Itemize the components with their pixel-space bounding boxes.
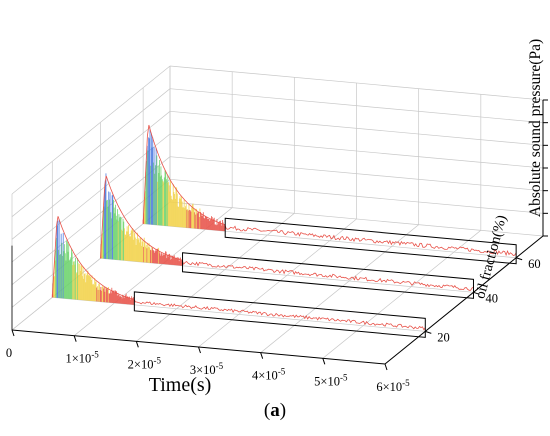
series-line: [142, 124, 517, 257]
caption-open: (: [263, 400, 271, 421]
x-tick-mark: [384, 363, 388, 371]
x-tick-mark: [322, 358, 326, 365]
series-20: [51, 216, 426, 338]
series-40: [100, 173, 474, 299]
floor-xgrid: [260, 224, 419, 353]
x-tick-mark: [73, 335, 77, 342]
y-tick-mark: [473, 291, 480, 295]
back-wall-hgrid: [169, 110, 544, 146]
y-axis-line: [384, 235, 544, 365]
x-tick-label: 6×10-5: [376, 378, 410, 394]
series-layer: [51, 124, 517, 338]
x-tick-label: 0: [6, 346, 12, 360]
tail-highlight-box: [182, 252, 474, 299]
y-tick-label: 40: [485, 291, 498, 305]
x-axis-title: Time(s): [149, 374, 212, 396]
back-wall-hgrid: [169, 156, 544, 192]
series-60: [142, 124, 517, 265]
side-wall-hgrid: [11, 88, 171, 217]
caption-letter: a: [270, 400, 280, 421]
side-wall-hgrid: [11, 133, 171, 263]
x-tick-mark: [11, 329, 15, 337]
back-wall-hgrid: [169, 178, 544, 214]
floor-xgrid: [198, 218, 357, 348]
axes-frame: [11, 99, 548, 371]
x-tick-label: 4×10-5: [252, 367, 286, 383]
x-tick-label: 1×10-5: [66, 350, 100, 366]
x-tick-label: 2×10-5: [128, 355, 162, 371]
side-wall-hgrid: [11, 111, 171, 240]
series-line: [100, 175, 474, 291]
back-wall-hgrid: [169, 88, 544, 124]
x-tick-label: 3×10-5: [190, 361, 224, 377]
tail-highlight-box: [224, 217, 517, 265]
series-line: [51, 216, 426, 331]
side-wall-hgrid: [11, 156, 171, 285]
x-tick-mark: [198, 346, 201, 354]
x-tick-label: 5×10-5: [314, 372, 348, 388]
grid-lines: [11, 65, 544, 365]
tick-labels: 01×10-52×10-53×10-54×10-55×10-56×10-50.0…: [6, 257, 541, 394]
x-tick-mark: [260, 352, 264, 359]
z-axis-title: Absolute sound pressure(Pa): [527, 39, 544, 217]
y-tick-mark: [425, 330, 432, 334]
back-wall-hgrid: [169, 65, 544, 101]
back-wall-hgrid: [169, 133, 544, 169]
caption-close: ): [279, 400, 287, 421]
y-tick-label: 20: [437, 330, 450, 344]
side-wall-hgrid: [11, 179, 171, 308]
tail-highlight-box: [133, 291, 426, 338]
x-tick-mark: [135, 341, 139, 348]
y-tick-mark: [515, 257, 523, 261]
side-wall-hgrid: [11, 65, 171, 195]
y-tick-label: 60: [528, 257, 541, 271]
figure-caption: (a): [0, 400, 550, 422]
floor-xgrid: [136, 213, 295, 342]
floor-xgrid: [322, 230, 482, 359]
